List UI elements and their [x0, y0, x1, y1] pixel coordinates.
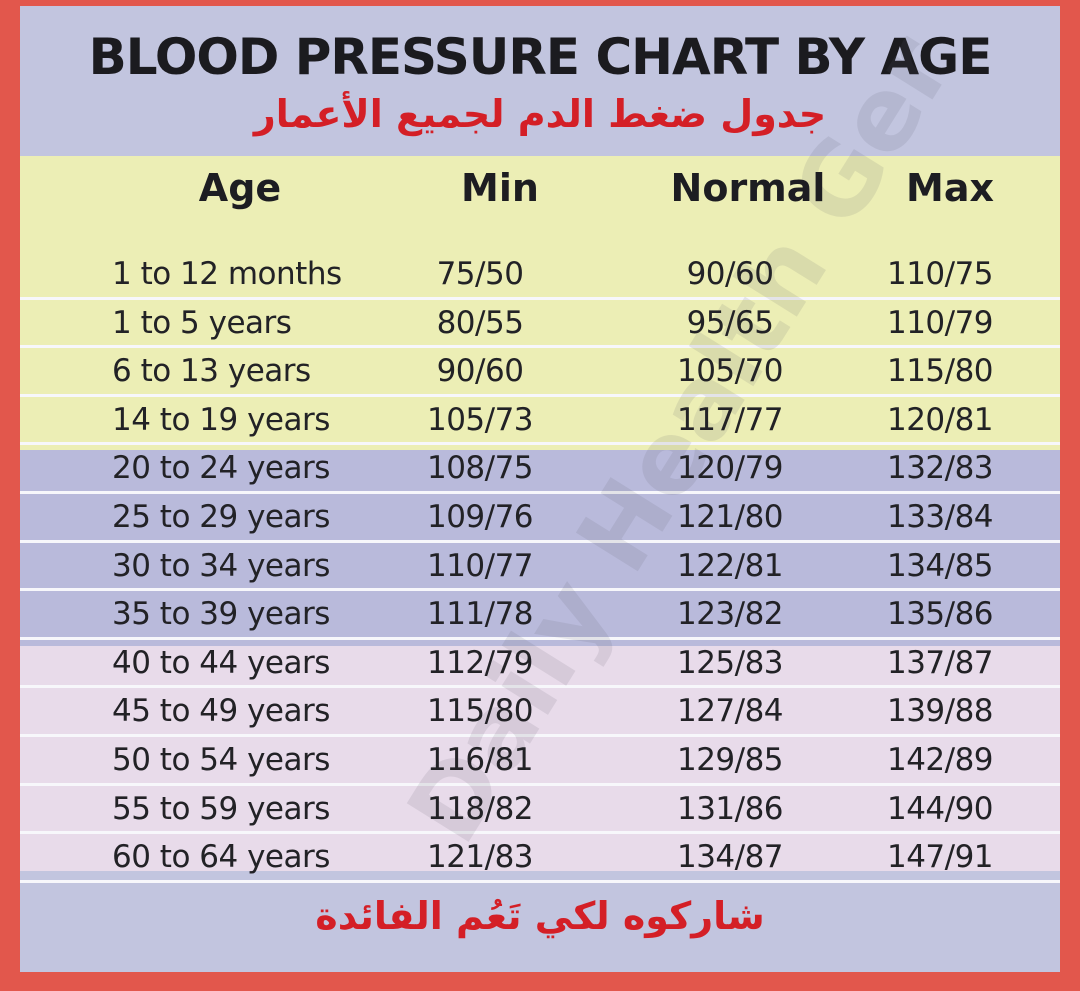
- normal-cell-row-13: 134/87: [676, 839, 784, 876]
- normal-cell-row-6: 121/80: [676, 499, 784, 535]
- min-cell-row-11: 116/81: [426, 742, 534, 778]
- min-cell-row-13: 121/83: [426, 839, 534, 876]
- age-cell-row-10: 45 to 49 years: [112, 693, 330, 730]
- max-cell-row-3: 115/80: [886, 353, 994, 390]
- max-cell-row-8: 135/86: [886, 596, 994, 633]
- row-separator: [20, 491, 1060, 494]
- min-cell-row-12: 118/82: [426, 790, 534, 827]
- age-cell-row-5: 20 to 24 years: [112, 450, 330, 487]
- age-cell-row-12: 55 to 59 years: [112, 790, 330, 827]
- min-cell-row-2: 80/55: [436, 304, 524, 341]
- arabic-footer: شاركوه لكي تَعُم الفائدة: [315, 894, 765, 938]
- min-cell-row-1: 75/50: [436, 256, 524, 292]
- normal-cell-row-4: 117/77: [676, 401, 784, 438]
- header-min: Min: [461, 166, 539, 210]
- max-cell-row-10: 139/88: [886, 693, 994, 730]
- header-max: Max: [906, 166, 994, 210]
- age-cell-row-6: 25 to 29 years: [112, 499, 330, 535]
- age-cell-row-13: 60 to 64 years: [112, 839, 330, 876]
- normal-cell-row-2: 95/65: [686, 304, 774, 341]
- max-cell-row-5: 132/83: [886, 450, 994, 487]
- row-separator: [20, 879, 1060, 883]
- row-separator: [20, 539, 1060, 543]
- chart-title: BLOOD PRESSURE CHART BY AGE: [88, 28, 993, 86]
- max-cell-row-2: 110/79: [886, 304, 994, 341]
- normal-cell-row-11: 129/85: [676, 742, 784, 778]
- max-cell-row-1: 110/75: [886, 256, 994, 292]
- normal-cell-row-7: 122/81: [676, 547, 784, 584]
- min-cell-row-6: 109/76: [426, 499, 534, 535]
- min-cell-row-7: 110/77: [426, 547, 534, 584]
- band-rows-1-4: [20, 156, 1060, 450]
- normal-cell-row-8: 123/82: [676, 596, 784, 633]
- max-cell-row-9: 137/87: [886, 644, 994, 681]
- normal-cell-row-9: 125/83: [676, 644, 784, 681]
- row-separator: [20, 636, 1060, 640]
- max-cell-row-4: 120/81: [886, 401, 994, 438]
- age-cell-row-3: 6 to 13 years: [112, 353, 311, 390]
- row-separator: [20, 782, 1060, 786]
- min-cell-row-9: 112/79: [426, 644, 534, 681]
- min-cell-row-10: 115/80: [426, 693, 534, 730]
- row-separator: [20, 296, 1060, 300]
- age-cell-row-7: 30 to 34 years: [112, 547, 330, 584]
- row-separator: [20, 345, 1060, 349]
- min-cell-row-8: 111/78: [426, 596, 534, 633]
- arabic-subtitle: جدول ضغط الدم لجميع الأعمار: [253, 92, 827, 136]
- min-cell-row-4: 105/73: [426, 401, 534, 438]
- age-cell-row-11: 50 to 54 years: [112, 742, 330, 778]
- header-normal: Normal: [670, 166, 826, 210]
- row-separator: [20, 588, 1060, 592]
- age-cell-row-9: 40 to 44 years: [112, 644, 330, 681]
- row-separator: [20, 685, 1060, 689]
- row-separator: [20, 831, 1060, 835]
- chart-frame: BLOOD PRESSURE CHART BY AGE جدول ضغط الد…: [20, 6, 1060, 972]
- normal-cell-row-5: 120/79: [676, 450, 784, 487]
- normal-cell-row-3: 105/70: [676, 353, 784, 390]
- row-separator: [20, 734, 1060, 737]
- age-cell-row-8: 35 to 39 years: [112, 596, 330, 633]
- min-cell-row-5: 108/75: [426, 450, 534, 487]
- normal-cell-row-10: 127/84: [676, 693, 784, 730]
- band-rows-5-8: [20, 450, 1060, 646]
- max-cell-row-11: 142/89: [886, 742, 994, 778]
- age-cell-row-2: 1 to 5 years: [112, 304, 292, 341]
- normal-cell-row-12: 131/86: [676, 790, 784, 827]
- header-age: Age: [198, 166, 282, 210]
- normal-cell-row-1: 90/60: [686, 256, 774, 292]
- max-cell-row-13: 147/91: [886, 839, 994, 876]
- max-cell-row-6: 133/84: [886, 499, 994, 535]
- row-separator: [20, 442, 1060, 446]
- max-cell-row-7: 134/85: [886, 547, 994, 584]
- row-separator: [20, 393, 1060, 397]
- age-cell-row-1: 1 to 12 months: [112, 256, 342, 292]
- age-cell-row-4: 14 to 19 years: [112, 401, 330, 438]
- min-cell-row-3: 90/60: [436, 353, 524, 390]
- max-cell-row-12: 144/90: [886, 790, 994, 827]
